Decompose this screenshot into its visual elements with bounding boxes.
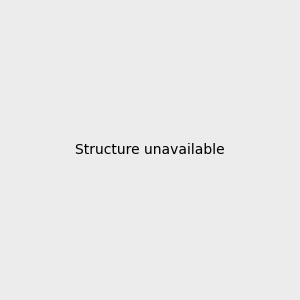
- Text: Structure unavailable: Structure unavailable: [75, 143, 225, 157]
